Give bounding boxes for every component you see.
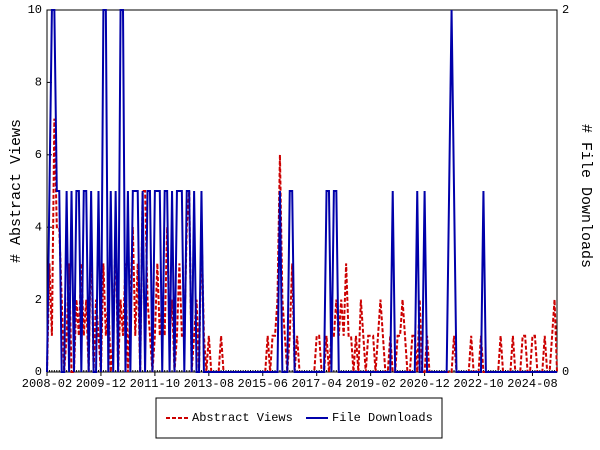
x-tick-label: 2008-02 bbox=[22, 377, 72, 391]
x-tick-label: 2009-12 bbox=[76, 377, 126, 391]
y-tick-label: 4 bbox=[35, 220, 42, 234]
y-tick-label: 10 bbox=[28, 3, 42, 17]
y-tick-label: 6 bbox=[35, 148, 42, 162]
y2-tick-label: 0 bbox=[562, 365, 569, 379]
x-tick-label: 2022-10 bbox=[453, 377, 503, 391]
x-tick-label: 2017-04 bbox=[292, 377, 342, 391]
x-tick-label: 2024-08 bbox=[507, 377, 557, 391]
series-line bbox=[46, 9, 557, 373]
x-tick-label: 2015-06 bbox=[238, 377, 288, 391]
y-tick-label: 0 bbox=[35, 365, 42, 379]
x-tick-label: 2013-08 bbox=[184, 377, 234, 391]
y2-tick-label: 2 bbox=[562, 3, 569, 17]
legend-label: File Downloads bbox=[332, 411, 433, 425]
y-axis-label: # Abstract Views bbox=[8, 119, 25, 263]
x-tick-label: 2011-10 bbox=[130, 377, 180, 391]
y-tick-label: 2 bbox=[35, 293, 42, 307]
x-tick-label: 2020-12 bbox=[399, 377, 449, 391]
legend-label: Abstract Views bbox=[192, 411, 293, 425]
x-tick-label: 2019-02 bbox=[345, 377, 395, 391]
y2-axis-label: # File Downloads bbox=[577, 124, 594, 268]
y-tick-label: 8 bbox=[35, 76, 42, 90]
legend-box bbox=[155, 397, 443, 439]
